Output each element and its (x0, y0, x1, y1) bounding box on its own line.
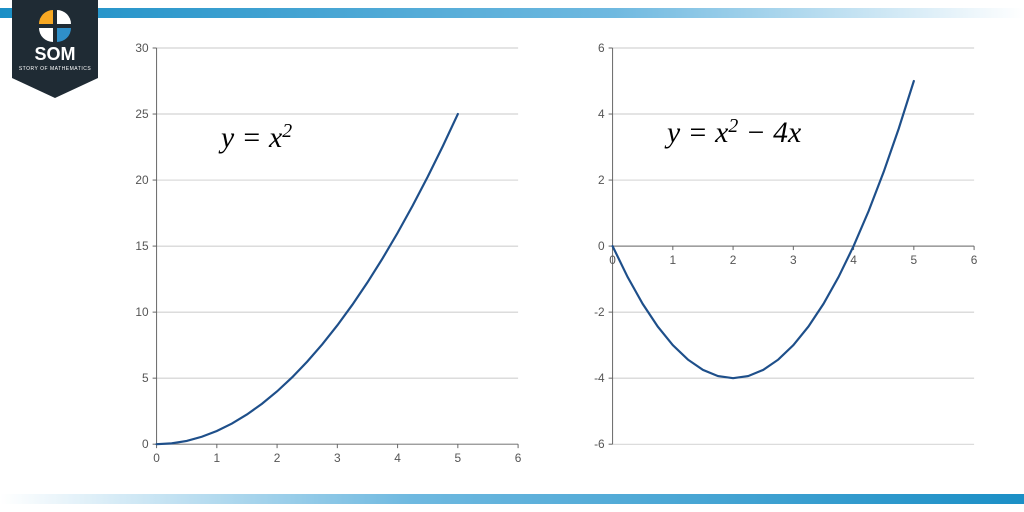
svg-text:2: 2 (274, 451, 281, 465)
chart-left: 0 5 10 15 20 25 30 0 1 2 3 4 5 6 y = x2 (112, 30, 528, 482)
svg-text:1: 1 (670, 253, 677, 267)
svg-text:0: 0 (153, 451, 160, 465)
equation-label: y = x2 − 4x (664, 115, 801, 149)
svg-text:30: 30 (135, 41, 149, 55)
brand-badge: SOM STORY OF MATHEMATICS (12, 0, 98, 98)
svg-text:10: 10 (135, 305, 149, 319)
svg-text:20: 20 (135, 173, 149, 187)
bottom-accent-bar (0, 494, 1024, 504)
svg-text:1: 1 (214, 451, 221, 465)
svg-text:2: 2 (730, 253, 737, 267)
svg-text:3: 3 (790, 253, 797, 267)
svg-text:6: 6 (515, 451, 522, 465)
svg-text:6: 6 (971, 253, 978, 267)
svg-text:-6: -6 (594, 437, 605, 451)
svg-text:3: 3 (334, 451, 341, 465)
curve (157, 114, 458, 444)
chart-right: -6 -4 -2 0 2 4 6 0 1 2 3 4 5 6 y = x2 − 4x (568, 30, 984, 482)
svg-text:4: 4 (598, 107, 605, 121)
svg-text:2: 2 (598, 173, 605, 187)
svg-text:0: 0 (609, 253, 616, 267)
svg-text:STORY OF MATHEMATICS: STORY OF MATHEMATICS (19, 66, 91, 72)
equation-label: y = x2 (218, 120, 292, 154)
svg-text:5: 5 (142, 371, 149, 385)
svg-text:6: 6 (598, 41, 605, 55)
svg-text:5: 5 (911, 253, 918, 267)
svg-text:-2: -2 (594, 305, 605, 319)
svg-text:4: 4 (394, 451, 401, 465)
svg-text:0: 0 (142, 437, 149, 451)
svg-text:0: 0 (598, 239, 605, 253)
svg-text:-4: -4 (594, 371, 605, 385)
svg-text:25: 25 (135, 107, 149, 121)
svg-text:5: 5 (455, 451, 462, 465)
svg-text:4: 4 (850, 253, 857, 267)
svg-text:15: 15 (135, 239, 149, 253)
svg-text:SOM: SOM (34, 44, 75, 64)
top-accent-bar (0, 8, 1024, 18)
